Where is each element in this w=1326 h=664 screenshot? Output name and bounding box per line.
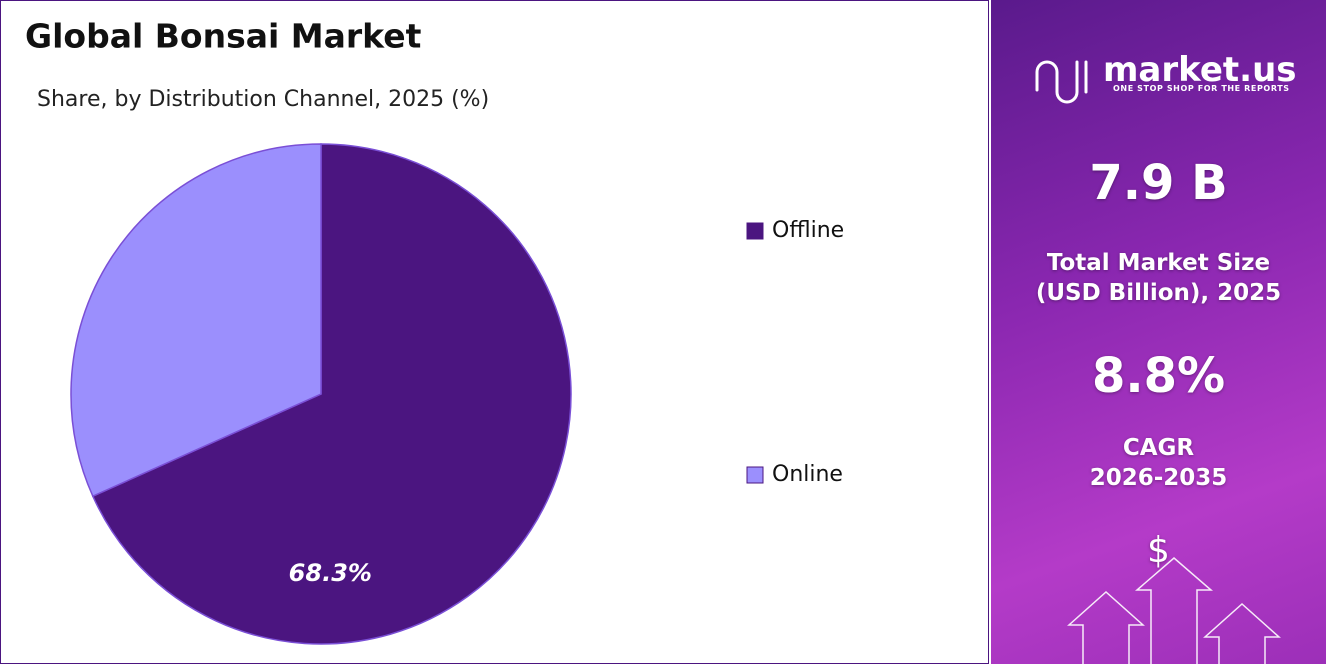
- side-panel: market.us ONE STOP SHOP FOR THE REPORTS …: [991, 0, 1326, 664]
- logo-icon: [1035, 60, 1088, 104]
- chart-subtitle: Share, by Distribution Channel, 2025 (%): [37, 87, 489, 112]
- value-label: 68.3%: [289, 559, 372, 587]
- arrows: [1067, 557, 1281, 664]
- market-size: 7.9 B: [1089, 155, 1228, 211]
- chart-title: Global Bonsai Market: [25, 17, 422, 56]
- pie-slice: [91, 143, 572, 645]
- legend-swatch: [746, 466, 764, 484]
- cagr: 8.8%: [1091, 348, 1226, 404]
- dollar-icon: $: [1147, 530, 1170, 571]
- legend-label: Online: [772, 462, 843, 487]
- pie-slice: [70, 143, 322, 498]
- tagline: ONE STOP SHOP FOR THE REPORTS: [1113, 84, 1290, 93]
- market-size-label: Total Market Size: [1046, 250, 1271, 276]
- cagr-label: 2026-2035: [1089, 465, 1228, 491]
- brand: market.us: [1103, 50, 1297, 90]
- market-size-label: (USD Billion), 2025: [1035, 280, 1282, 306]
- legend-label: Offline: [772, 218, 844, 243]
- panel-decoration: [1035, 60, 1281, 664]
- chart-area: Global Bonsai Market Share, by Distribut…: [0, 0, 989, 664]
- legend-swatch: [746, 222, 764, 240]
- chart: Global Bonsai Market Share, by Distribut…: [25, 17, 844, 645]
- cagr-label: CAGR: [1122, 435, 1195, 461]
